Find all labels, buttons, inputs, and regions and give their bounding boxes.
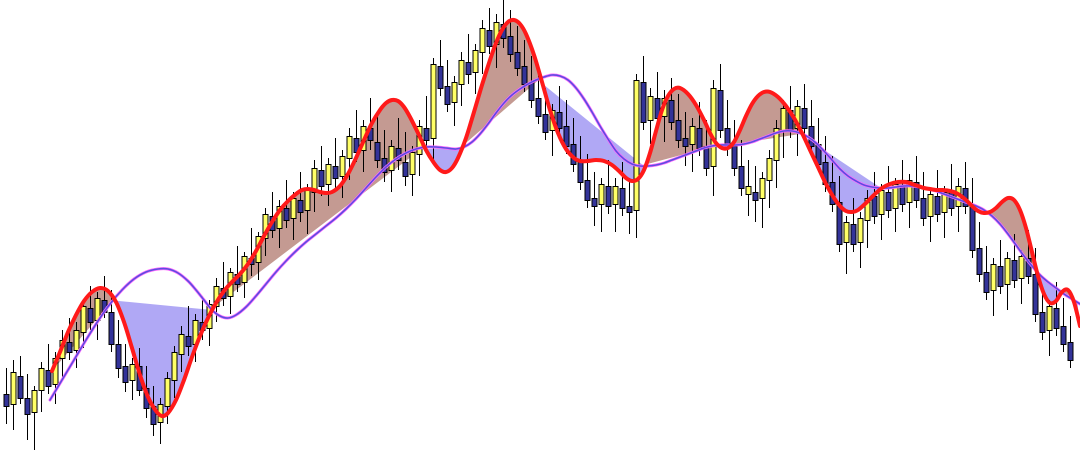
- candlestick[interactable]: [990, 258, 997, 316]
- candlestick[interactable]: [423, 96, 430, 150]
- candlestick[interactable]: [437, 40, 444, 96]
- candlestick[interactable]: [983, 246, 990, 300]
- candlestick[interactable]: [73, 322, 80, 368]
- candlestick[interactable]: [934, 170, 941, 222]
- candlestick[interactable]: [1053, 282, 1060, 336]
- candlestick[interactable]: [738, 140, 745, 196]
- candlestick[interactable]: [759, 172, 766, 228]
- candlestick[interactable]: [535, 72, 542, 124]
- candlestick[interactable]: [24, 374, 31, 440]
- candlestick[interactable]: [514, 26, 521, 76]
- candlestick[interactable]: [556, 86, 563, 138]
- candlestick[interactable]: [45, 344, 52, 394]
- candlestick[interactable]: [591, 172, 598, 226]
- candlestick[interactable]: [640, 56, 647, 130]
- candlestick[interactable]: [3, 368, 10, 424]
- candlestick[interactable]: [801, 84, 808, 136]
- candlestick[interactable]: [668, 78, 675, 130]
- candlestick[interactable]: [479, 20, 486, 74]
- candlestick[interactable]: [80, 300, 87, 348]
- candlestick[interactable]: [675, 94, 682, 148]
- candlestick[interactable]: [374, 112, 381, 168]
- ma-ribbon-fill: [52, 19, 1080, 416]
- candlestick[interactable]: [927, 188, 934, 242]
- candlestick[interactable]: [752, 166, 759, 222]
- candlestick[interactable]: [297, 172, 304, 222]
- candlestick[interactable]: [388, 140, 395, 192]
- candlestick[interactable]: [311, 160, 318, 212]
- fast-moving-average-line: [50, 17, 1080, 419]
- candlestick[interactable]: [843, 216, 850, 274]
- candlestick[interactable]: [115, 320, 122, 378]
- candlestick[interactable]: [1046, 300, 1053, 356]
- candlestick[interactable]: [689, 118, 696, 172]
- candlestick[interactable]: [332, 138, 339, 188]
- candlestick[interactable]: [122, 344, 129, 392]
- candlestick[interactable]: [605, 160, 612, 214]
- candlestick[interactable]: [745, 160, 752, 216]
- candlestick[interactable]: [717, 64, 724, 138]
- candlestick[interactable]: [612, 178, 619, 232]
- candlestick[interactable]: [997, 240, 1004, 294]
- candlestick[interactable]: [178, 326, 185, 372]
- candlestick[interactable]: [129, 358, 136, 400]
- candlestick[interactable]: [626, 178, 633, 234]
- candlestick[interactable]: [766, 150, 773, 208]
- candlestick[interactable]: [1067, 316, 1074, 368]
- candlestick[interactable]: [913, 156, 920, 208]
- candlestick[interactable]: [31, 386, 38, 450]
- candlestick[interactable]: [472, 44, 479, 94]
- candlestick[interactable]: [17, 356, 24, 404]
- candlestick[interactable]: [1018, 250, 1025, 304]
- candlestick[interactable]: [633, 74, 640, 238]
- candlestick[interactable]: [38, 362, 45, 412]
- candlestick[interactable]: [10, 360, 17, 430]
- candlestick[interactable]: [318, 146, 325, 196]
- candlestick[interactable]: [850, 198, 857, 252]
- candlestick[interactable]: [430, 58, 437, 160]
- candlestick[interactable]: [857, 212, 864, 268]
- candlestick[interactable]: [451, 76, 458, 126]
- candlestick[interactable]: [885, 166, 892, 218]
- candlestick[interactable]: [402, 132, 409, 186]
- candlestick[interactable]: [486, 8, 493, 54]
- candlestick[interactable]: [682, 112, 689, 166]
- candlestick[interactable]: [171, 346, 178, 398]
- candlestick[interactable]: [1060, 298, 1067, 352]
- candlestick[interactable]: [409, 146, 416, 196]
- candlestick[interactable]: [444, 60, 451, 112]
- candlestick[interactable]: [465, 34, 472, 84]
- candlestick[interactable]: [185, 306, 192, 356]
- candlestick[interactable]: [619, 162, 626, 216]
- candlestick[interactable]: [1004, 252, 1011, 310]
- candlestick[interactable]: [598, 178, 605, 232]
- candlestick[interactable]: [647, 88, 654, 144]
- candlestick[interactable]: [339, 150, 346, 198]
- candlestick[interactable]: [458, 52, 465, 106]
- candlestick[interactable]: [976, 222, 983, 282]
- candlestick[interactable]: [325, 158, 332, 206]
- candlestick[interactable]: [920, 172, 927, 226]
